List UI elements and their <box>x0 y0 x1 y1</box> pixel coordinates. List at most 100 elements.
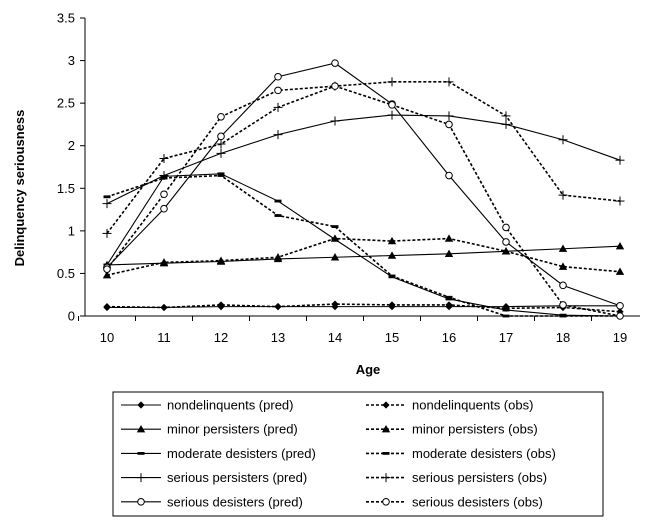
data-point <box>274 303 282 311</box>
data-point <box>501 247 511 255</box>
data-point <box>331 300 339 308</box>
data-point <box>558 244 568 252</box>
legend-label: serious persisters (pred) <box>167 470 307 485</box>
data-point <box>558 190 568 200</box>
data-point <box>616 312 624 320</box>
data-point <box>331 82 339 90</box>
data-point <box>160 204 168 213</box>
series-9 <box>103 82 624 320</box>
legend-item: minor persisters (pred) <box>121 422 298 437</box>
data-point <box>501 119 511 129</box>
y-tick-label: 2.5 <box>57 96 75 111</box>
x-tick-label: 13 <box>271 330 285 345</box>
data-point <box>445 301 453 309</box>
legend-item: moderate desisters (obs) <box>366 446 556 461</box>
legend-marker <box>382 498 390 506</box>
legend-label: nondelinquents (obs) <box>412 398 533 413</box>
legend-label: minor persisters (obs) <box>412 422 538 437</box>
data-point <box>160 190 168 199</box>
legend-item: serious persisters (pred) <box>121 470 307 485</box>
y-tick-label: 0.5 <box>57 266 75 281</box>
legend-marker <box>136 473 146 483</box>
x-axis-title: Age <box>356 362 381 377</box>
data-point <box>445 120 453 129</box>
data-point <box>273 130 283 140</box>
legend-label: nondelinquents (pred) <box>167 398 293 413</box>
data-point <box>615 196 625 206</box>
x-tick-label: 14 <box>328 330 342 345</box>
x-tick-label: 12 <box>214 330 228 345</box>
data-point <box>217 112 225 121</box>
data-point <box>445 297 453 301</box>
data-point <box>502 238 510 246</box>
x-tick-label: 19 <box>613 330 627 345</box>
data-point <box>216 148 226 158</box>
data-point <box>502 314 510 318</box>
legend-marker <box>381 473 391 483</box>
data-point <box>445 171 453 180</box>
y-tick-label: 1.5 <box>57 181 75 196</box>
legend-marker <box>382 401 390 409</box>
data-point <box>616 301 624 310</box>
legend-label: minor persisters (pred) <box>167 422 298 437</box>
data-point <box>388 301 396 309</box>
data-point <box>445 295 453 299</box>
x-tick-label: 18 <box>556 330 570 345</box>
y-tick-label: 3 <box>68 53 75 68</box>
y-tick-label: 0 <box>68 309 75 324</box>
series-line <box>107 305 620 309</box>
y-axis-title: Delinquency seriousness <box>12 110 27 267</box>
x-tick-label: 11 <box>157 330 171 345</box>
data-point <box>559 301 567 309</box>
legend: nondelinquents (pred) nondelinquents (obs… <box>112 391 604 517</box>
series-line <box>106 303 621 313</box>
legend-item: serious desisters (obs) <box>366 494 543 509</box>
legend-item: nondelinquents (pred) <box>121 398 293 413</box>
data-point <box>103 195 111 199</box>
data-point <box>103 265 111 273</box>
data-point <box>387 110 397 120</box>
legend-marker <box>137 401 145 409</box>
data-point <box>387 251 397 259</box>
data-point <box>159 153 169 163</box>
series-line <box>106 174 620 317</box>
data-point <box>102 228 112 238</box>
legend-box <box>112 391 604 517</box>
y-axis-ticks: 0 0.5 1 1.5 2 2.5 3 3.5 <box>57 11 85 324</box>
series-line <box>106 245 621 266</box>
data-point <box>216 256 226 264</box>
series-line <box>106 62 621 307</box>
data-point <box>331 225 339 228</box>
legend-label: serious desisters (pred) <box>167 494 303 509</box>
x-tick-label: 10 <box>100 330 114 345</box>
data-point <box>331 237 339 241</box>
x-axis-ticks: 10 11 12 13 14 15 16 17 18 19 <box>78 316 627 345</box>
data-point <box>274 72 282 81</box>
legend-marker <box>137 498 145 506</box>
data-point <box>159 171 169 181</box>
legend-label: serious desisters (obs) <box>412 494 543 509</box>
data-point <box>444 249 454 258</box>
data-point <box>217 172 225 176</box>
data-point <box>159 258 169 266</box>
data-point <box>330 116 340 126</box>
data-point <box>558 262 568 270</box>
data-point <box>273 253 283 261</box>
y-tick-label: 3.5 <box>57 11 75 26</box>
data-point <box>388 101 396 109</box>
legend-label: moderate desisters (obs) <box>412 446 556 461</box>
data-point <box>217 301 225 309</box>
legend-label: moderate desisters (pred) <box>167 446 316 461</box>
legend-item: serious desisters (pred) <box>121 494 303 509</box>
data-point <box>102 199 112 209</box>
data-point <box>160 303 168 312</box>
data-point <box>274 199 282 203</box>
series-line <box>106 173 621 317</box>
data-point <box>330 253 340 261</box>
data-point <box>615 155 625 165</box>
data-point <box>615 267 625 275</box>
legend-item: minor persisters (obs) <box>366 422 538 437</box>
data-point <box>444 111 454 121</box>
y-tick-label: 1 <box>68 223 75 238</box>
